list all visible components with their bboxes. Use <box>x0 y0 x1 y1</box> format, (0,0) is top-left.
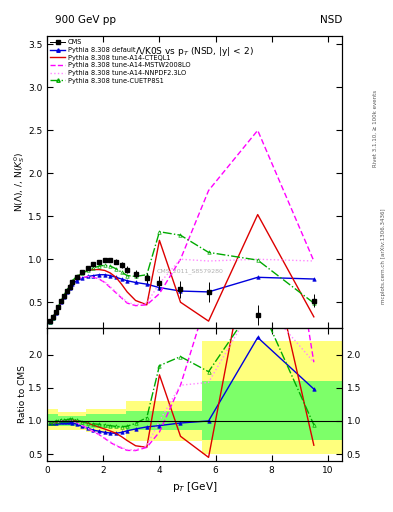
Y-axis label: N($\Lambda$), /, N($K^0_S$): N($\Lambda$), /, N($K^0_S$) <box>12 152 27 212</box>
Text: 900 GeV pp: 900 GeV pp <box>55 15 116 25</box>
Legend: CMS, Pythia 8.308 default, Pythia 8.308 tune-A14-CTEQL1, Pythia 8.308 tune-A14-M: CMS, Pythia 8.308 default, Pythia 8.308 … <box>49 38 192 85</box>
Text: mcplots.cern.ch [arXiv:1306.3436]: mcplots.cern.ch [arXiv:1306.3436] <box>381 208 386 304</box>
Text: Rivet 3.1.10, ≥ 100k events: Rivet 3.1.10, ≥ 100k events <box>373 90 378 166</box>
Y-axis label: Ratio to CMS: Ratio to CMS <box>18 366 27 423</box>
X-axis label: p$_T$ [GeV]: p$_T$ [GeV] <box>172 480 217 494</box>
Text: CMS_2011_S8579280: CMS_2011_S8579280 <box>156 268 223 274</box>
Text: NSD: NSD <box>320 15 342 25</box>
Text: $\Lambda$/K0S vs p$_T$ (NSD, |y| < 2): $\Lambda$/K0S vs p$_T$ (NSD, |y| < 2) <box>135 45 254 58</box>
